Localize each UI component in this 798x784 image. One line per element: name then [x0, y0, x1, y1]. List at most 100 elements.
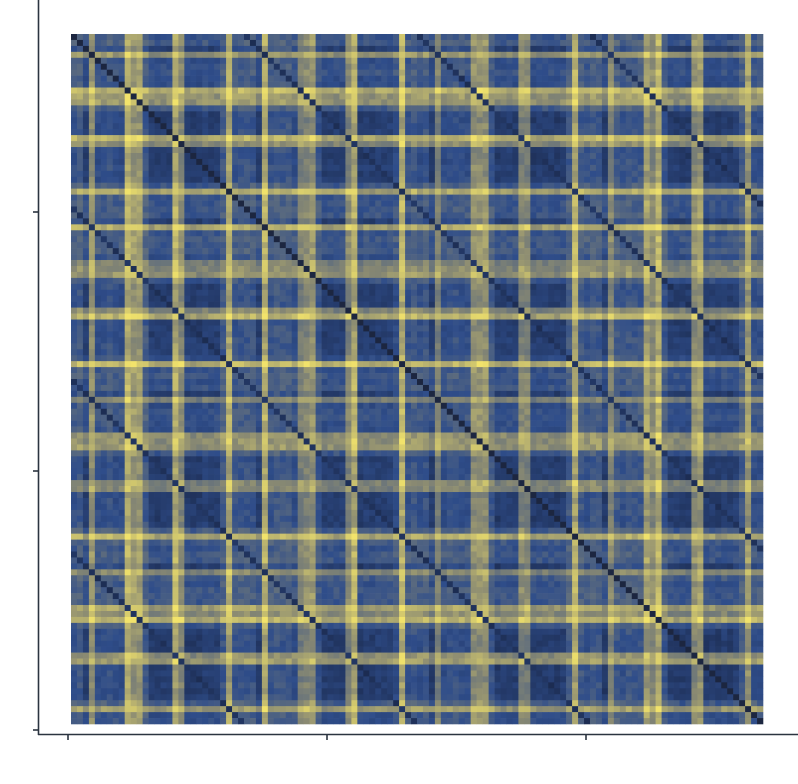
- heatmap-cell: [739, 45, 746, 53]
- heatmap-cell: [482, 39, 489, 47]
- heatmap-cell: [428, 164, 436, 172]
- heatmap-cell: [333, 129, 340, 136]
- heatmap-cell: [238, 93, 245, 100]
- heatmap-cell: [733, 200, 740, 207]
- heatmap-cell: [381, 260, 388, 267]
- heatmap-cell: [399, 111, 406, 118]
- heatmap-cell: [440, 224, 448, 231]
- heatmap-cell: [757, 242, 764, 249]
- heatmap-cell: [255, 45, 263, 53]
- heatmap-cell: [607, 158, 615, 166]
- heatmap-cell: [607, 194, 615, 201]
- heatmap-cell: [333, 93, 340, 100]
- heatmap-cell: [124, 152, 131, 160]
- heatmap-cell: [530, 69, 537, 76]
- heatmap-cell: [166, 152, 173, 160]
- heatmap-cell: [297, 81, 304, 88]
- heatmap-cell: [88, 260, 96, 267]
- heatmap-cell: [601, 87, 609, 94]
- heatmap-cell: [464, 188, 471, 195]
- heatmap-cell: [512, 105, 519, 112]
- heatmap-cell: [518, 51, 525, 59]
- heatmap-cell: [130, 63, 137, 70]
- heatmap-cell: [315, 218, 322, 225]
- heatmap-cell: [548, 93, 555, 100]
- heatmap-cell: [440, 206, 448, 213]
- heatmap-cell: [691, 99, 698, 106]
- heatmap-cell: [542, 224, 549, 231]
- heatmap-cell: [136, 242, 143, 249]
- heatmap-cell: [703, 176, 710, 184]
- heatmap-cell: [196, 117, 203, 124]
- heatmap-cell: [417, 182, 424, 189]
- heatmap-cell: [434, 51, 442, 59]
- heatmap-cell: [422, 87, 430, 94]
- heatmap-cell: [71, 194, 78, 201]
- heatmap-cell: [715, 170, 722, 178]
- heatmap-cell: [297, 111, 304, 118]
- heatmap-cell: [470, 117, 477, 124]
- heatmap-cell: [685, 188, 692, 195]
- heatmap-cell: [530, 147, 537, 154]
- heatmap-cell: [405, 277, 412, 285]
- heatmap-cell: [249, 254, 257, 261]
- heatmap-cell: [279, 277, 287, 285]
- heatmap-cell: [375, 39, 382, 47]
- heatmap-cell: [172, 176, 179, 184]
- heatmap-cell: [327, 87, 334, 94]
- heatmap-cell: [166, 236, 173, 243]
- heatmap-cell: [309, 265, 316, 273]
- heatmap-cell: [458, 123, 466, 130]
- heatmap-cell: [357, 248, 364, 255]
- heatmap-cell: [518, 230, 525, 237]
- heatmap-cell: [88, 69, 96, 76]
- heatmap-cell: [214, 254, 221, 261]
- heatmap-cell: [488, 242, 495, 249]
- heatmap-cell: [422, 188, 430, 195]
- heatmap-cell: [279, 176, 287, 184]
- heatmap-cell: [76, 39, 84, 47]
- heatmap-cell: [500, 69, 507, 76]
- heatmap-cell: [208, 212, 215, 219]
- heatmap-cell: [184, 224, 191, 231]
- heatmap-cell: [578, 170, 585, 178]
- heatmap-cell: [590, 117, 597, 124]
- heatmap-cell: [434, 105, 442, 112]
- heatmap-cell: [184, 242, 191, 249]
- heatmap-cell: [536, 158, 543, 166]
- heatmap-cell: [667, 51, 674, 59]
- heatmap-cell: [715, 224, 722, 231]
- heatmap-cell: [584, 224, 591, 231]
- heatmap-cell: [727, 117, 734, 124]
- heatmap-cell: [476, 51, 483, 59]
- heatmap-cell: [548, 224, 555, 231]
- heatmap-cell: [482, 200, 489, 207]
- heatmap-cell: [739, 93, 746, 100]
- heatmap-cell: [184, 105, 191, 112]
- heatmap-cell: [399, 152, 406, 160]
- heatmap-cell: [613, 200, 621, 207]
- heatmap-cell: [142, 57, 149, 65]
- heatmap-cell: [512, 248, 519, 255]
- heatmap-cell: [703, 236, 710, 243]
- heatmap-cell: [554, 87, 561, 94]
- heatmap-cell: [679, 141, 686, 148]
- heatmap-cell: [130, 218, 137, 225]
- heatmap-cell: [518, 135, 525, 142]
- heatmap-cell: [327, 194, 334, 201]
- heatmap-cell: [673, 254, 680, 261]
- heatmap-cell: [590, 271, 597, 279]
- heatmap-cell: [214, 170, 221, 178]
- heatmap-cell: [297, 141, 304, 148]
- heatmap-cell: [375, 63, 382, 70]
- heatmap-cell: [697, 265, 704, 273]
- heatmap-cell: [572, 200, 579, 207]
- heatmap-cell: [220, 57, 227, 65]
- heatmap-cell: [232, 57, 239, 65]
- heatmap-cell: [685, 93, 692, 100]
- heatmap-cell: [393, 123, 400, 130]
- heatmap-cell: [721, 242, 728, 249]
- heatmap-cell: [399, 129, 406, 136]
- heatmap-cell: [500, 51, 507, 59]
- heatmap-cell: [661, 39, 668, 47]
